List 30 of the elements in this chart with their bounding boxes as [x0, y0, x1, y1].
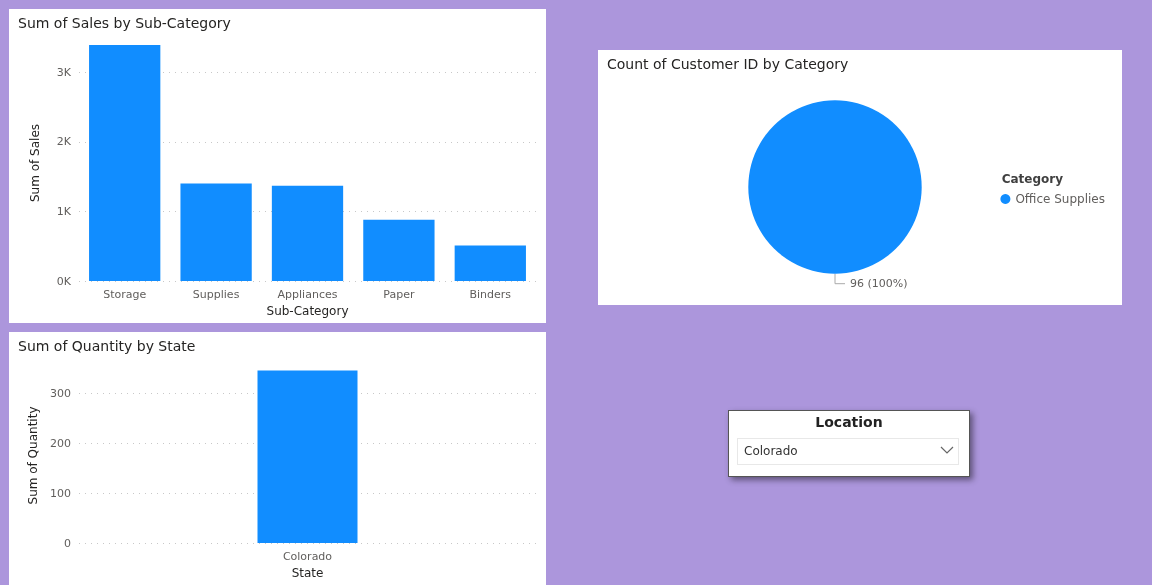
y-axis-title: Sum of Quantity	[26, 406, 41, 505]
y-tick-label: 1K	[56, 204, 72, 218]
chart-title: Sum of Sales by Sub-Category	[18, 15, 231, 31]
text: Colorado	[744, 444, 798, 458]
bar	[271, 185, 344, 281]
y-tick-label: 3K	[56, 65, 72, 79]
x-axis-title: State	[291, 566, 324, 580]
text: Location	[814, 414, 884, 430]
y-tick-label: 2K	[56, 135, 72, 149]
legend-label: Office Supplies	[1015, 192, 1106, 206]
chart-title: Sum of Quantity by State	[18, 338, 196, 354]
chart-title: Count of Customer ID by Category	[607, 56, 849, 72]
bar	[89, 45, 161, 281]
x-tick-label: Appliances	[277, 288, 338, 301]
bar	[180, 183, 252, 281]
x-tick-label: Binders	[469, 288, 512, 301]
data-label: 96 (100%)	[850, 277, 908, 291]
y-tick-label: 200	[50, 436, 71, 450]
y-tick-label: 0K	[56, 274, 72, 288]
x-tick-label: Supplies	[192, 288, 240, 301]
y-axis-title: Sum of Sales	[28, 123, 42, 203]
y-tick-label: 0	[64, 536, 71, 550]
x-tick-label: Storage	[103, 288, 147, 301]
bar	[363, 219, 435, 281]
bar	[454, 245, 526, 281]
x-axis-title: Sub-Category	[266, 304, 349, 318]
x-tick-label: Paper	[383, 288, 415, 301]
y-tick-label: 300	[50, 386, 71, 400]
legend-title: Category	[1001, 172, 1064, 186]
y-tick-label: 100	[50, 486, 71, 500]
